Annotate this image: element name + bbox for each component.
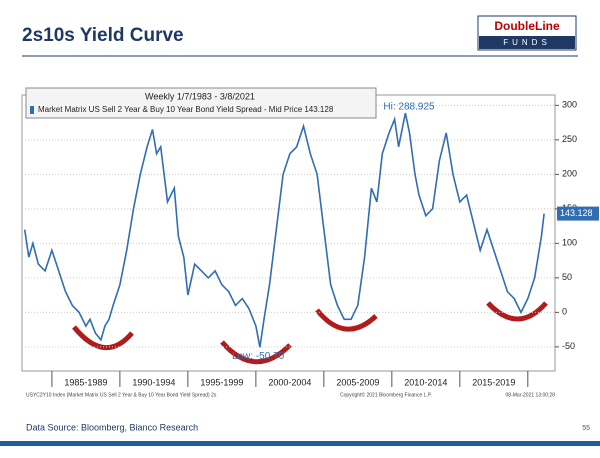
bottom-band — [0, 441, 600, 446]
y-tick-label: 50 — [562, 272, 572, 282]
y-tick-label: 200 — [562, 169, 577, 179]
x-tick-label: 2000-2004 — [268, 377, 311, 387]
x-tick-label: 2010-2014 — [404, 377, 447, 387]
logo-bottom: FUNDS — [503, 38, 551, 47]
x-tick-label: 2005-2009 — [336, 377, 379, 387]
footer-left: USYC2Y10 Index (Market Matrix US Sell 2 … — [26, 392, 217, 398]
y-tick-label: 100 — [562, 238, 577, 248]
legend-title: Weekly 1/7/1983 - 3/8/2021 — [145, 91, 255, 101]
y-tick-label: -50 — [562, 341, 575, 351]
plot-frame — [21, 94, 556, 372]
logo-top: DoubleLine — [494, 19, 560, 33]
y-tick-label: 0 — [562, 307, 567, 317]
page-number: 55 — [582, 425, 590, 432]
arrow — [486, 301, 548, 322]
legend-label: Market Matrix US Sell 2 Year & Buy 10 Ye… — [38, 105, 334, 114]
legend-box — [25, 87, 377, 119]
annotation-hi: Hi: 288.925 — [383, 102, 435, 113]
annotation-low: Low: -50.70 — [232, 351, 285, 362]
y-tick-label: 300 — [562, 100, 577, 110]
arrow — [315, 308, 378, 332]
x-tick-label: 2015-2019 — [472, 377, 515, 387]
logo-band — [479, 36, 575, 49]
x-tick-label: 1990-1994 — [132, 377, 175, 387]
last-value-label: 143.128 — [560, 208, 593, 218]
slide-title: 2s10s Yield Curve — [22, 25, 184, 46]
legend-swatch — [30, 106, 34, 114]
source: Data Source: Bloomberg, Bianco Research — [26, 422, 198, 432]
arrows — [72, 301, 548, 365]
x-tick-label: 1985-1989 — [64, 377, 107, 387]
footer-right: 08-Mar-2021 13:00:28 — [506, 392, 556, 398]
footer-mid: Copyright© 2021 Bloomberg Finance L.P. — [340, 391, 432, 398]
x-tick-label: 1995-1999 — [200, 377, 243, 387]
plot: -500501001502002503001985-19891990-19941… — [22, 100, 599, 387]
series-line — [23, 112, 545, 348]
last-value-box — [557, 206, 599, 221]
y-tick-label: 250 — [562, 134, 577, 144]
arrow — [220, 340, 292, 365]
